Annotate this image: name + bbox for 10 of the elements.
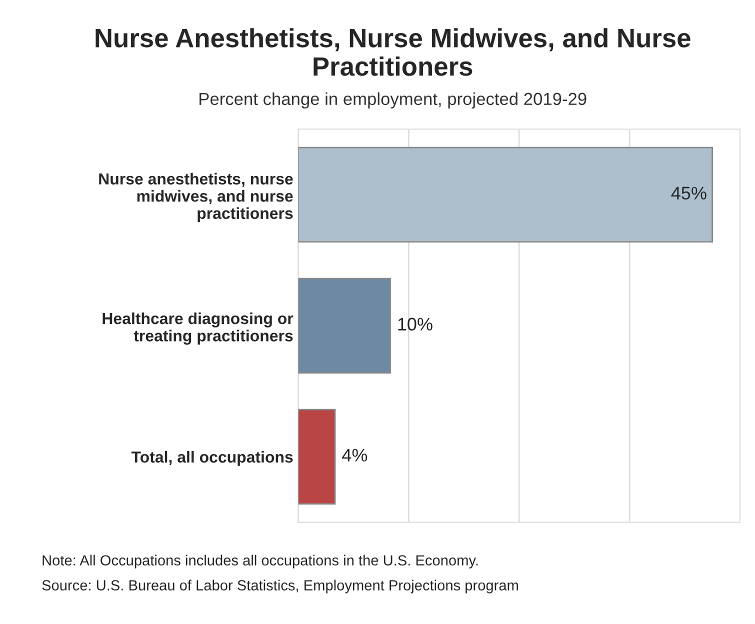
text: Note: All Occupations includes all occupations in the U.S. Economy. — [42, 554, 478, 568]
y-tick-label: Total, all occupations — [131, 450, 293, 466]
chart-subtitle: Percent change in employment, projected 2019-29 — [200, 92, 586, 109]
source-note: Source: U.S. Bureau of Labor Statistics, Employment Projections program — [42, 580, 518, 594]
y-tick-label: Nurse anesthetists, nurse midwives, and nurse practitioners — [99, 172, 293, 222]
data-label: 45% — [671, 186, 706, 200]
data-label: 10% — [398, 318, 432, 331]
chart-title: Nurse Anesthetists, Nurse Midwives, and Nurse Practitioners — [96, 28, 690, 76]
data-label: 4% — [342, 448, 368, 462]
y-tick-label: Healthcare diagnosing or treating practitioners — [102, 312, 294, 345]
